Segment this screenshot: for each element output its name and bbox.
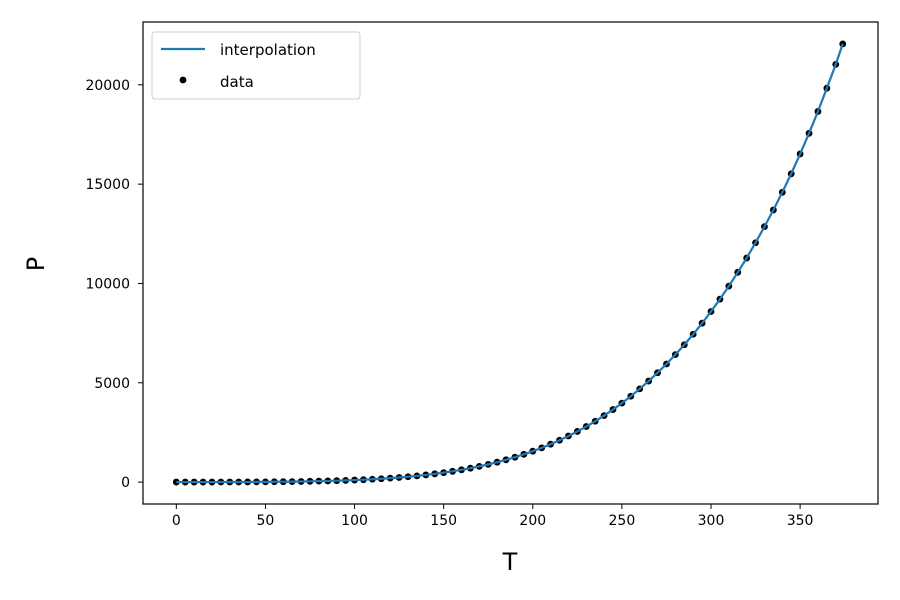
x-axis-title: T [502, 548, 518, 576]
series-layer [172, 40, 847, 486]
y-tick-label: 5000 [94, 376, 130, 392]
y-tick-label: 0 [121, 475, 130, 491]
x-tick-label: 300 [698, 513, 725, 529]
legend: interpolation data [151, 31, 361, 100]
y-axis: 0 5000 10000 15000 20000 [85, 78, 143, 491]
x-tick-label: 100 [341, 513, 368, 529]
x-tick-label: 0 [172, 513, 181, 529]
legend-marker-swatch [179, 76, 187, 84]
y-axis-title: P [22, 257, 50, 271]
plot-frame [142, 21, 879, 505]
data-point [172, 478, 180, 486]
legend-label-data: data [220, 73, 254, 91]
x-tick-label: 150 [430, 513, 457, 529]
x-tick-label: 250 [609, 513, 636, 529]
plot-area [142, 21, 879, 505]
y-tick-label: 20000 [85, 78, 130, 94]
y-tick-label: 15000 [85, 177, 130, 193]
x-tick-label: 200 [519, 513, 546, 529]
x-tick-label: 50 [257, 513, 275, 529]
x-tick-label: 350 [787, 513, 814, 529]
x-axis: 0 50 100 150 200 250 300 350 [172, 504, 814, 529]
interpolation-line [176, 43, 844, 484]
y-tick-label: 10000 [85, 276, 130, 292]
legend-label-interpolation: interpolation [220, 41, 316, 59]
